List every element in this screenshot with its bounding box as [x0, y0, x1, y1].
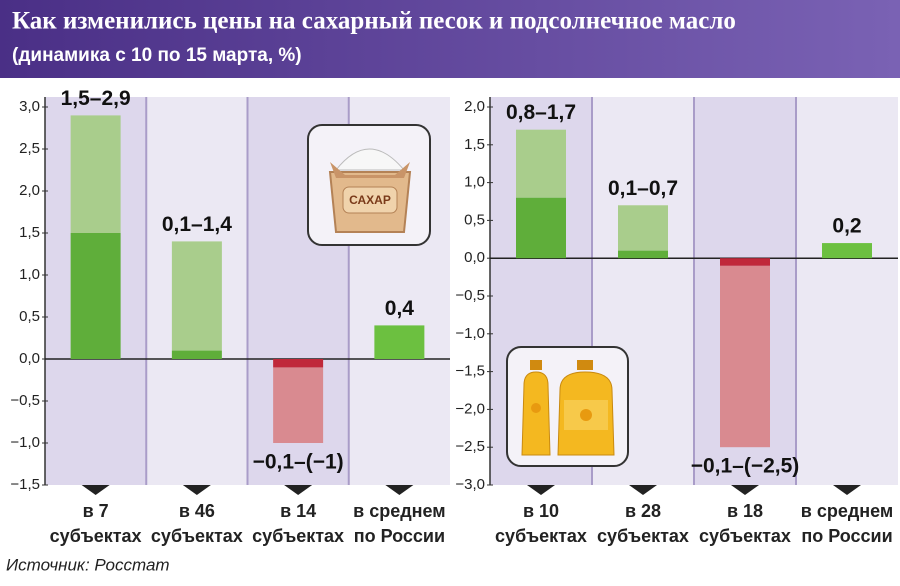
bar-range [171, 241, 222, 351]
y-tick-label: 0,0 [19, 350, 40, 367]
value-label: 0,1–1,4 [162, 213, 232, 236]
y-tick-label: 1,5 [464, 136, 485, 153]
subtitle: (динамика с 10 по 15 марта, %) [12, 45, 302, 66]
category-marker [527, 485, 555, 495]
y-tick-label: −1,0 [10, 434, 40, 451]
category-marker [385, 485, 414, 495]
column-bg [796, 97, 898, 485]
y-tick-label: 1,5 [19, 224, 40, 241]
sugar-icon: САХАР [307, 124, 431, 246]
y-tick-label: 0,5 [19, 308, 40, 325]
y-tick-label: 1,0 [464, 174, 485, 191]
category-label: субъектах [151, 526, 243, 546]
category-label: субъектах [252, 526, 344, 546]
bar [822, 243, 872, 259]
y-tick-label: 0,5 [464, 211, 485, 228]
y-tick-label: 2,0 [464, 98, 485, 115]
bar-base [273, 359, 324, 368]
bar-base [618, 250, 668, 259]
y-tick-label: 3,0 [19, 98, 40, 115]
category-marker [81, 485, 110, 495]
category-label: субъектах [699, 526, 791, 546]
category-label: в среднем [801, 501, 893, 521]
category-label: по России [801, 526, 892, 546]
category-label: в 18 [727, 501, 763, 521]
icon-label: САХАР [349, 193, 391, 207]
y-tick-label: 0,0 [464, 249, 485, 266]
category-label: по России [354, 526, 445, 546]
y-tick-label: −2,0 [455, 400, 485, 417]
category-label: в 14 [280, 501, 316, 521]
value-label: −0,1–(−1) [253, 451, 344, 474]
category-marker [182, 485, 211, 495]
bar-base [516, 197, 566, 259]
value-label: 1,5–2,9 [61, 87, 131, 110]
y-tick-label: −0,5 [10, 392, 40, 409]
bar-range [516, 129, 566, 198]
y-tick-label: 1,0 [19, 266, 40, 283]
y-tick-label: −1,0 [455, 325, 485, 342]
y-tick-label: −2,5 [455, 438, 485, 455]
category-label: в среднем [353, 501, 445, 521]
value-label: 0,4 [385, 297, 415, 320]
bar-range [618, 205, 668, 251]
oil-icon [506, 346, 629, 467]
category-label: в 46 [179, 501, 215, 521]
header-bar [0, 0, 900, 78]
category-marker [731, 485, 759, 495]
bar [374, 325, 425, 359]
value-label: 0,2 [832, 215, 861, 238]
title: Как изменились цены на сахарный песок и … [12, 8, 736, 35]
y-tick-label: −1,5 [10, 476, 40, 493]
category-label: в 28 [625, 501, 661, 521]
y-tick-label: 2,5 [19, 140, 40, 157]
y-tick-label: 2,0 [19, 182, 40, 199]
category-marker [833, 485, 861, 495]
category-label: субъектах [597, 526, 689, 546]
category-marker [284, 485, 313, 495]
bar-range [70, 115, 121, 233]
value-label: 0,1–0,7 [608, 177, 678, 200]
bar-range [720, 265, 770, 448]
category-label: субъектах [495, 526, 587, 546]
bar-base [720, 258, 770, 266]
category-label: субъектах [50, 526, 142, 546]
bar-range [273, 367, 324, 443]
bar-base [171, 350, 222, 359]
plots: −1,5 −1,0 −0,5 0,0 0,5 1,0 1,5 2,0 2,5 3,0 1,5–2,9… [10, 87, 898, 546]
category-label: в 10 [523, 501, 559, 521]
y-tick-label: −3,0 [455, 476, 485, 493]
y-tick-label: −1,5 [455, 363, 485, 380]
source: Источник: Росстат [6, 555, 170, 574]
value-label: 0,8–1,7 [506, 101, 576, 124]
value-label: −0,1–(−2,5) [691, 455, 800, 478]
category-label: в 7 [83, 501, 109, 521]
bar-base [70, 233, 121, 359]
category-marker [629, 485, 657, 495]
y-tick-label: −0,5 [455, 287, 485, 304]
